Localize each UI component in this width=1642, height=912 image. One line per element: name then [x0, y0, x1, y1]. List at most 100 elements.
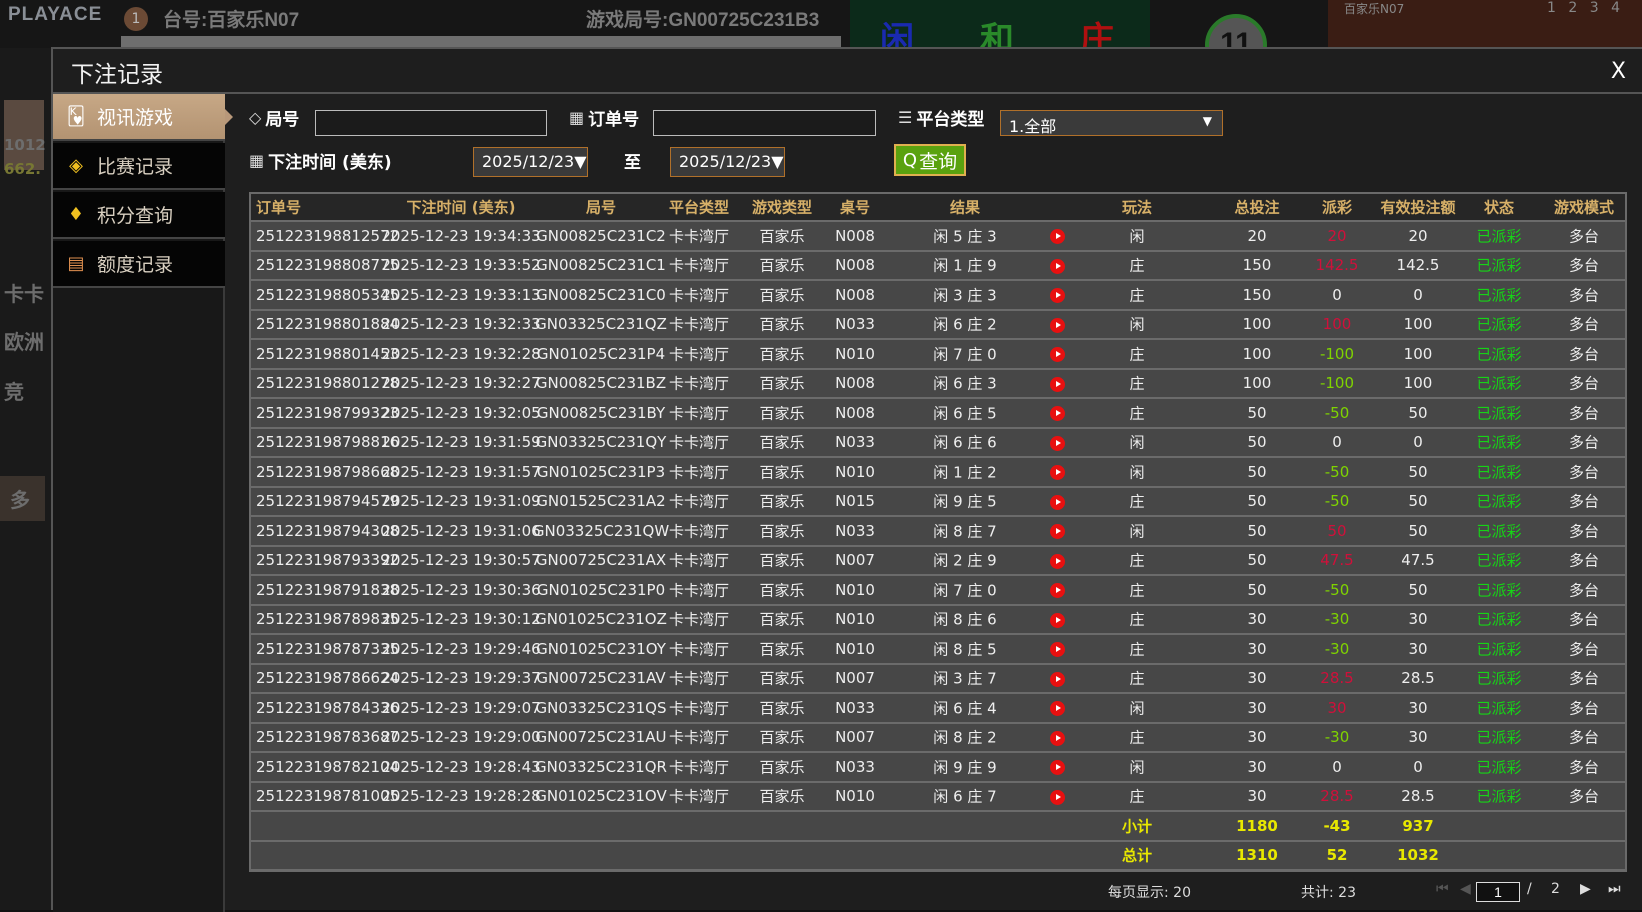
- result-cell: 闲 1 庄 9: [933, 256, 997, 275]
- sidebar-item-live-games[interactable]: 🂾 视讯游戏: [53, 94, 233, 141]
- replay-icon[interactable]: [1050, 553, 1065, 569]
- first-page-icon[interactable]: ⏮: [1436, 881, 1449, 897]
- sidebar-item-label: 额度记录: [97, 254, 174, 276]
- left-item[interactable]: 欧洲: [4, 330, 44, 354]
- round-id-cell: GN00725C231AX: [535, 551, 667, 570]
- replay-icon[interactable]: [1050, 435, 1065, 451]
- round-id-cell: GN00825C231C0: [536, 285, 666, 304]
- replay-icon[interactable]: [1050, 730, 1065, 746]
- order-id-cell: 251223198812572: [256, 226, 400, 245]
- header-table-no[interactable]: 桌号: [839, 198, 871, 217]
- round-id-cell: GN01025C231P3: [536, 462, 666, 481]
- order-id-cell: 251223198787335: [256, 639, 400, 658]
- game-mode-cell: 多台: [1568, 669, 1600, 688]
- header-platform[interactable]: 平台类型: [668, 198, 730, 217]
- round-id-cell: GN01025C231OV: [535, 787, 667, 806]
- header-status[interactable]: 状态: [1483, 198, 1515, 217]
- game-type-cell: 百家乐: [759, 345, 805, 364]
- game-type-cell: 百家乐: [759, 640, 805, 659]
- replay-icon[interactable]: [1050, 494, 1065, 510]
- sidebar-item-credit-records[interactable]: ▤ 额度记录: [53, 241, 225, 288]
- replay-icon[interactable]: [1050, 760, 1065, 775]
- total-bet-cell: 20: [1247, 226, 1267, 245]
- replay-icon[interactable]: [1050, 701, 1065, 716]
- replay-icon[interactable]: [1050, 583, 1065, 598]
- sidebar-item-match-records[interactable]: ◈ 比赛记录: [53, 143, 225, 190]
- round-id-cell: GN00825C231C1: [536, 256, 666, 275]
- result-cell: 闲 6 庄 5: [933, 404, 997, 423]
- subtotal-valid-bet: 937: [1402, 816, 1434, 835]
- replay-icon[interactable]: [1050, 376, 1065, 392]
- status-cell: 已派彩: [1476, 492, 1522, 511]
- valid-bet-cell: 47.5: [1401, 551, 1435, 570]
- date-to-select[interactable]: 2025/12/23▼: [670, 147, 785, 177]
- platform-select[interactable]: 1.全部 ▼: [1000, 110, 1223, 136]
- round-input[interactable]: [315, 110, 547, 136]
- replay-icon[interactable]: [1050, 406, 1065, 421]
- game-type-cell: 百家乐: [759, 492, 805, 511]
- replay-icon[interactable]: [1050, 317, 1065, 333]
- header-bet-time[interactable]: 下注时间 (美东): [406, 198, 516, 217]
- table-row: 251223198794579 2025-12-23 19:31:09 GN0152…: [251, 488, 1625, 517]
- header-round-id[interactable]: 局号: [585, 198, 617, 217]
- order-id-cell: 251223198801884: [256, 315, 400, 334]
- replay-icon[interactable]: [1050, 347, 1065, 362]
- date-from-select[interactable]: 2025/12/23▼: [473, 147, 588, 177]
- result-cell: 闲 9 庄 9: [933, 758, 997, 777]
- header-game-mode[interactable]: 游戏模式: [1553, 198, 1615, 217]
- header-bet-type[interactable]: 玩法: [1121, 198, 1153, 217]
- close-button[interactable]: X: [1610, 59, 1626, 84]
- total-count: 共计: 23: [1301, 885, 1356, 901]
- replay-icon[interactable]: [1050, 524, 1065, 539]
- replay-icon[interactable]: [1050, 465, 1065, 480]
- table-no-cell: N007: [835, 669, 875, 688]
- next-page-icon[interactable]: ▶: [1580, 881, 1591, 897]
- result-cell: 闲 1 庄 2: [933, 463, 997, 482]
- result-cell: 闲 6 庄 2: [933, 315, 997, 334]
- order-input[interactable]: [653, 110, 876, 136]
- left-item[interactable]: 多: [0, 476, 45, 521]
- table-no-cell: N010: [835, 344, 875, 363]
- replay-icon[interactable]: [1050, 789, 1065, 805]
- bet-time-cell: 2025-12-23 19:30:36: [381, 580, 541, 599]
- table-label: 台号:百家乐N07: [163, 10, 300, 31]
- round-id-cell: GN01025C231P0: [536, 580, 666, 599]
- last-page-icon[interactable]: ⏭: [1608, 881, 1621, 897]
- table-no-cell: N010: [835, 787, 875, 806]
- replay-icon[interactable]: [1050, 288, 1065, 303]
- order-label-text: 订单号: [588, 110, 640, 130]
- game-mode-cell: 多台: [1568, 404, 1600, 423]
- bet-areas[interactable]: 闲 和 庄: [850, 0, 1150, 60]
- header-result[interactable]: 结果: [949, 198, 981, 217]
- valid-bet-cell: 28.5: [1401, 787, 1435, 806]
- date-from-value: 2025/12/23: [482, 152, 575, 171]
- replay-icon[interactable]: [1050, 612, 1065, 628]
- replay-icon[interactable]: [1050, 258, 1065, 274]
- page-input[interactable]: [1476, 882, 1520, 902]
- table-no-cell: N033: [835, 757, 875, 776]
- result-cell: 闲 8 庄 5: [933, 640, 997, 659]
- header-valid-bet[interactable]: 有效投注额: [1380, 198, 1456, 217]
- bet-time-cell: 2025-12-23 19:31:57: [381, 462, 541, 481]
- header-total-bet[interactable]: 总投注: [1234, 198, 1280, 217]
- header-game-type[interactable]: 游戏类型: [751, 198, 813, 217]
- video-tabs[interactable]: 1 2 3 4: [1547, 0, 1624, 16]
- query-button[interactable]: Q 查询: [894, 144, 966, 176]
- calendar-icon: ▦: [249, 151, 265, 170]
- cards-icon: 🂾: [66, 106, 86, 127]
- replay-icon[interactable]: [1050, 229, 1065, 244]
- payout-cell: -50: [1324, 403, 1350, 422]
- prev-page-icon[interactable]: ◀: [1460, 881, 1471, 897]
- table-no-cell: N010: [835, 639, 875, 658]
- table-row: 251223198798668 2025-12-23 19:31:57 GN0102…: [251, 458, 1625, 488]
- sidebar-item-points[interactable]: ♦ 积分查询: [53, 192, 225, 239]
- left-item[interactable]: 卡卡: [4, 282, 44, 306]
- grand_total-valid-bet: 1032: [1397, 846, 1439, 865]
- left-item[interactable]: 竞: [4, 380, 24, 404]
- video-thumbnail[interactable]: 百家乐N07 1 2 3 4: [1328, 0, 1642, 48]
- replay-icon[interactable]: [1050, 671, 1065, 687]
- game-type-cell: 百家乐: [759, 669, 805, 688]
- replay-icon[interactable]: [1050, 642, 1065, 657]
- header-payout[interactable]: 派彩: [1321, 198, 1353, 217]
- header-order-id[interactable]: 订单号: [256, 198, 302, 217]
